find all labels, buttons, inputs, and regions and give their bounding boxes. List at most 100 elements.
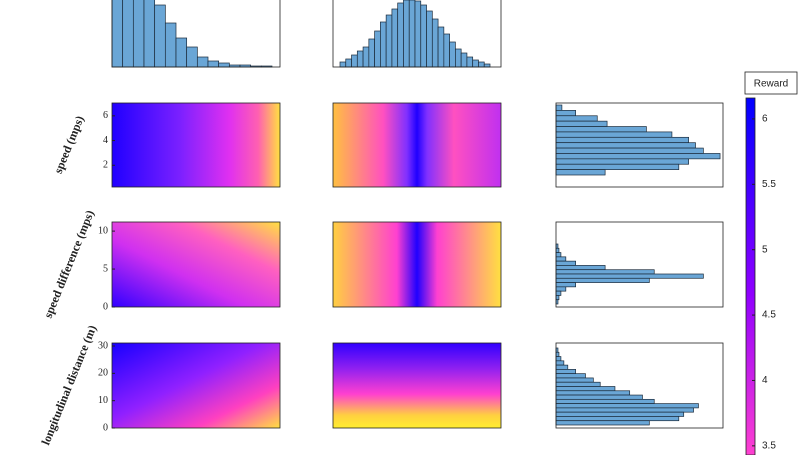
bar	[555, 398, 655, 404]
bar	[555, 247, 560, 253]
y-tick-label: 0	[103, 301, 108, 312]
heatmap	[111, 102, 281, 188]
bar	[443, 33, 450, 68]
bar	[555, 386, 616, 392]
axes-frame	[111, 0, 281, 68]
y-tick-label: 20	[98, 368, 108, 379]
y-tick-label: 10	[98, 225, 108, 236]
bar	[132, 0, 145, 68]
heatmap	[332, 102, 502, 188]
bar	[356, 50, 364, 68]
bar	[111, 0, 124, 68]
y-axis-label: speed (mps)	[51, 114, 87, 176]
bar	[555, 147, 704, 154]
bar	[555, 153, 721, 160]
bar	[449, 41, 456, 68]
bar	[186, 46, 198, 68]
bar	[555, 131, 673, 138]
colorbar	[745, 97, 756, 455]
histogram	[111, 0, 273, 68]
axes-frame	[332, 0, 502, 68]
colorbar-tick-label: 5.5	[762, 179, 776, 190]
bar	[555, 351, 560, 357]
bar	[164, 22, 177, 68]
bar	[555, 269, 655, 275]
bar	[478, 61, 485, 68]
bar	[555, 256, 567, 262]
bar	[555, 390, 631, 396]
heatmap	[111, 221, 281, 308]
bar	[460, 52, 468, 68]
bar	[555, 142, 696, 149]
bar	[374, 30, 381, 68]
bar	[351, 54, 358, 68]
colorbar-title: Reward	[754, 79, 788, 90]
bar	[345, 58, 352, 68]
bar	[218, 62, 230, 68]
bar	[143, 0, 156, 68]
bar	[455, 48, 462, 68]
bar	[431, 18, 439, 68]
bar	[555, 126, 647, 133]
bar	[420, 4, 427, 68]
bar	[154, 4, 166, 68]
bar	[555, 407, 694, 413]
bar	[555, 104, 563, 111]
bar	[555, 377, 594, 383]
bar	[555, 356, 562, 362]
y-tick-label: 4	[103, 135, 108, 146]
bar	[555, 369, 576, 375]
heatmap	[111, 342, 281, 429]
bar	[207, 60, 220, 68]
bar	[555, 169, 606, 176]
y-tick-label: 6	[103, 110, 108, 121]
y-tick-label: 5	[103, 263, 108, 274]
bar	[555, 282, 576, 288]
bar	[555, 411, 685, 417]
bar	[555, 295, 560, 301]
y-axis-label: longitudinal distance (m)	[38, 323, 99, 447]
bar	[555, 394, 643, 400]
bar	[555, 265, 606, 271]
bar	[362, 46, 370, 68]
bar	[437, 26, 445, 68]
bar	[391, 8, 399, 68]
bar	[555, 416, 680, 422]
bar	[414, 0, 422, 68]
bar	[339, 61, 347, 68]
bar	[555, 403, 699, 409]
heatmap	[332, 342, 502, 429]
bar	[555, 420, 650, 426]
bar	[555, 273, 704, 279]
colorbar-tick-label: 6	[762, 114, 768, 125]
heatmap	[332, 221, 502, 308]
bar	[555, 260, 576, 266]
bar	[555, 286, 567, 292]
axes-frame	[555, 342, 724, 429]
y-tick-label: 30	[98, 340, 108, 351]
bar	[555, 136, 689, 144]
bar	[555, 110, 576, 117]
bar	[483, 63, 491, 68]
y-axis-label: speed difference (mps)	[41, 208, 97, 320]
bar	[555, 360, 565, 366]
axes-frame	[555, 221, 724, 308]
bar	[472, 59, 479, 68]
bar	[380, 21, 387, 68]
bar	[122, 0, 134, 68]
colorbar-tick-label: 4	[762, 375, 768, 386]
bar	[368, 38, 375, 68]
bar	[555, 163, 680, 170]
bar	[555, 373, 586, 379]
y-tick-label: 0	[103, 422, 108, 433]
bar	[555, 364, 569, 370]
bar	[555, 158, 689, 165]
y-tick-label: 2	[103, 160, 108, 171]
bar	[466, 56, 474, 68]
bar	[555, 290, 562, 296]
bar	[385, 14, 393, 68]
bar	[196, 56, 209, 68]
bar	[555, 277, 650, 283]
colorbar-tick-label: 3.5	[762, 440, 776, 451]
